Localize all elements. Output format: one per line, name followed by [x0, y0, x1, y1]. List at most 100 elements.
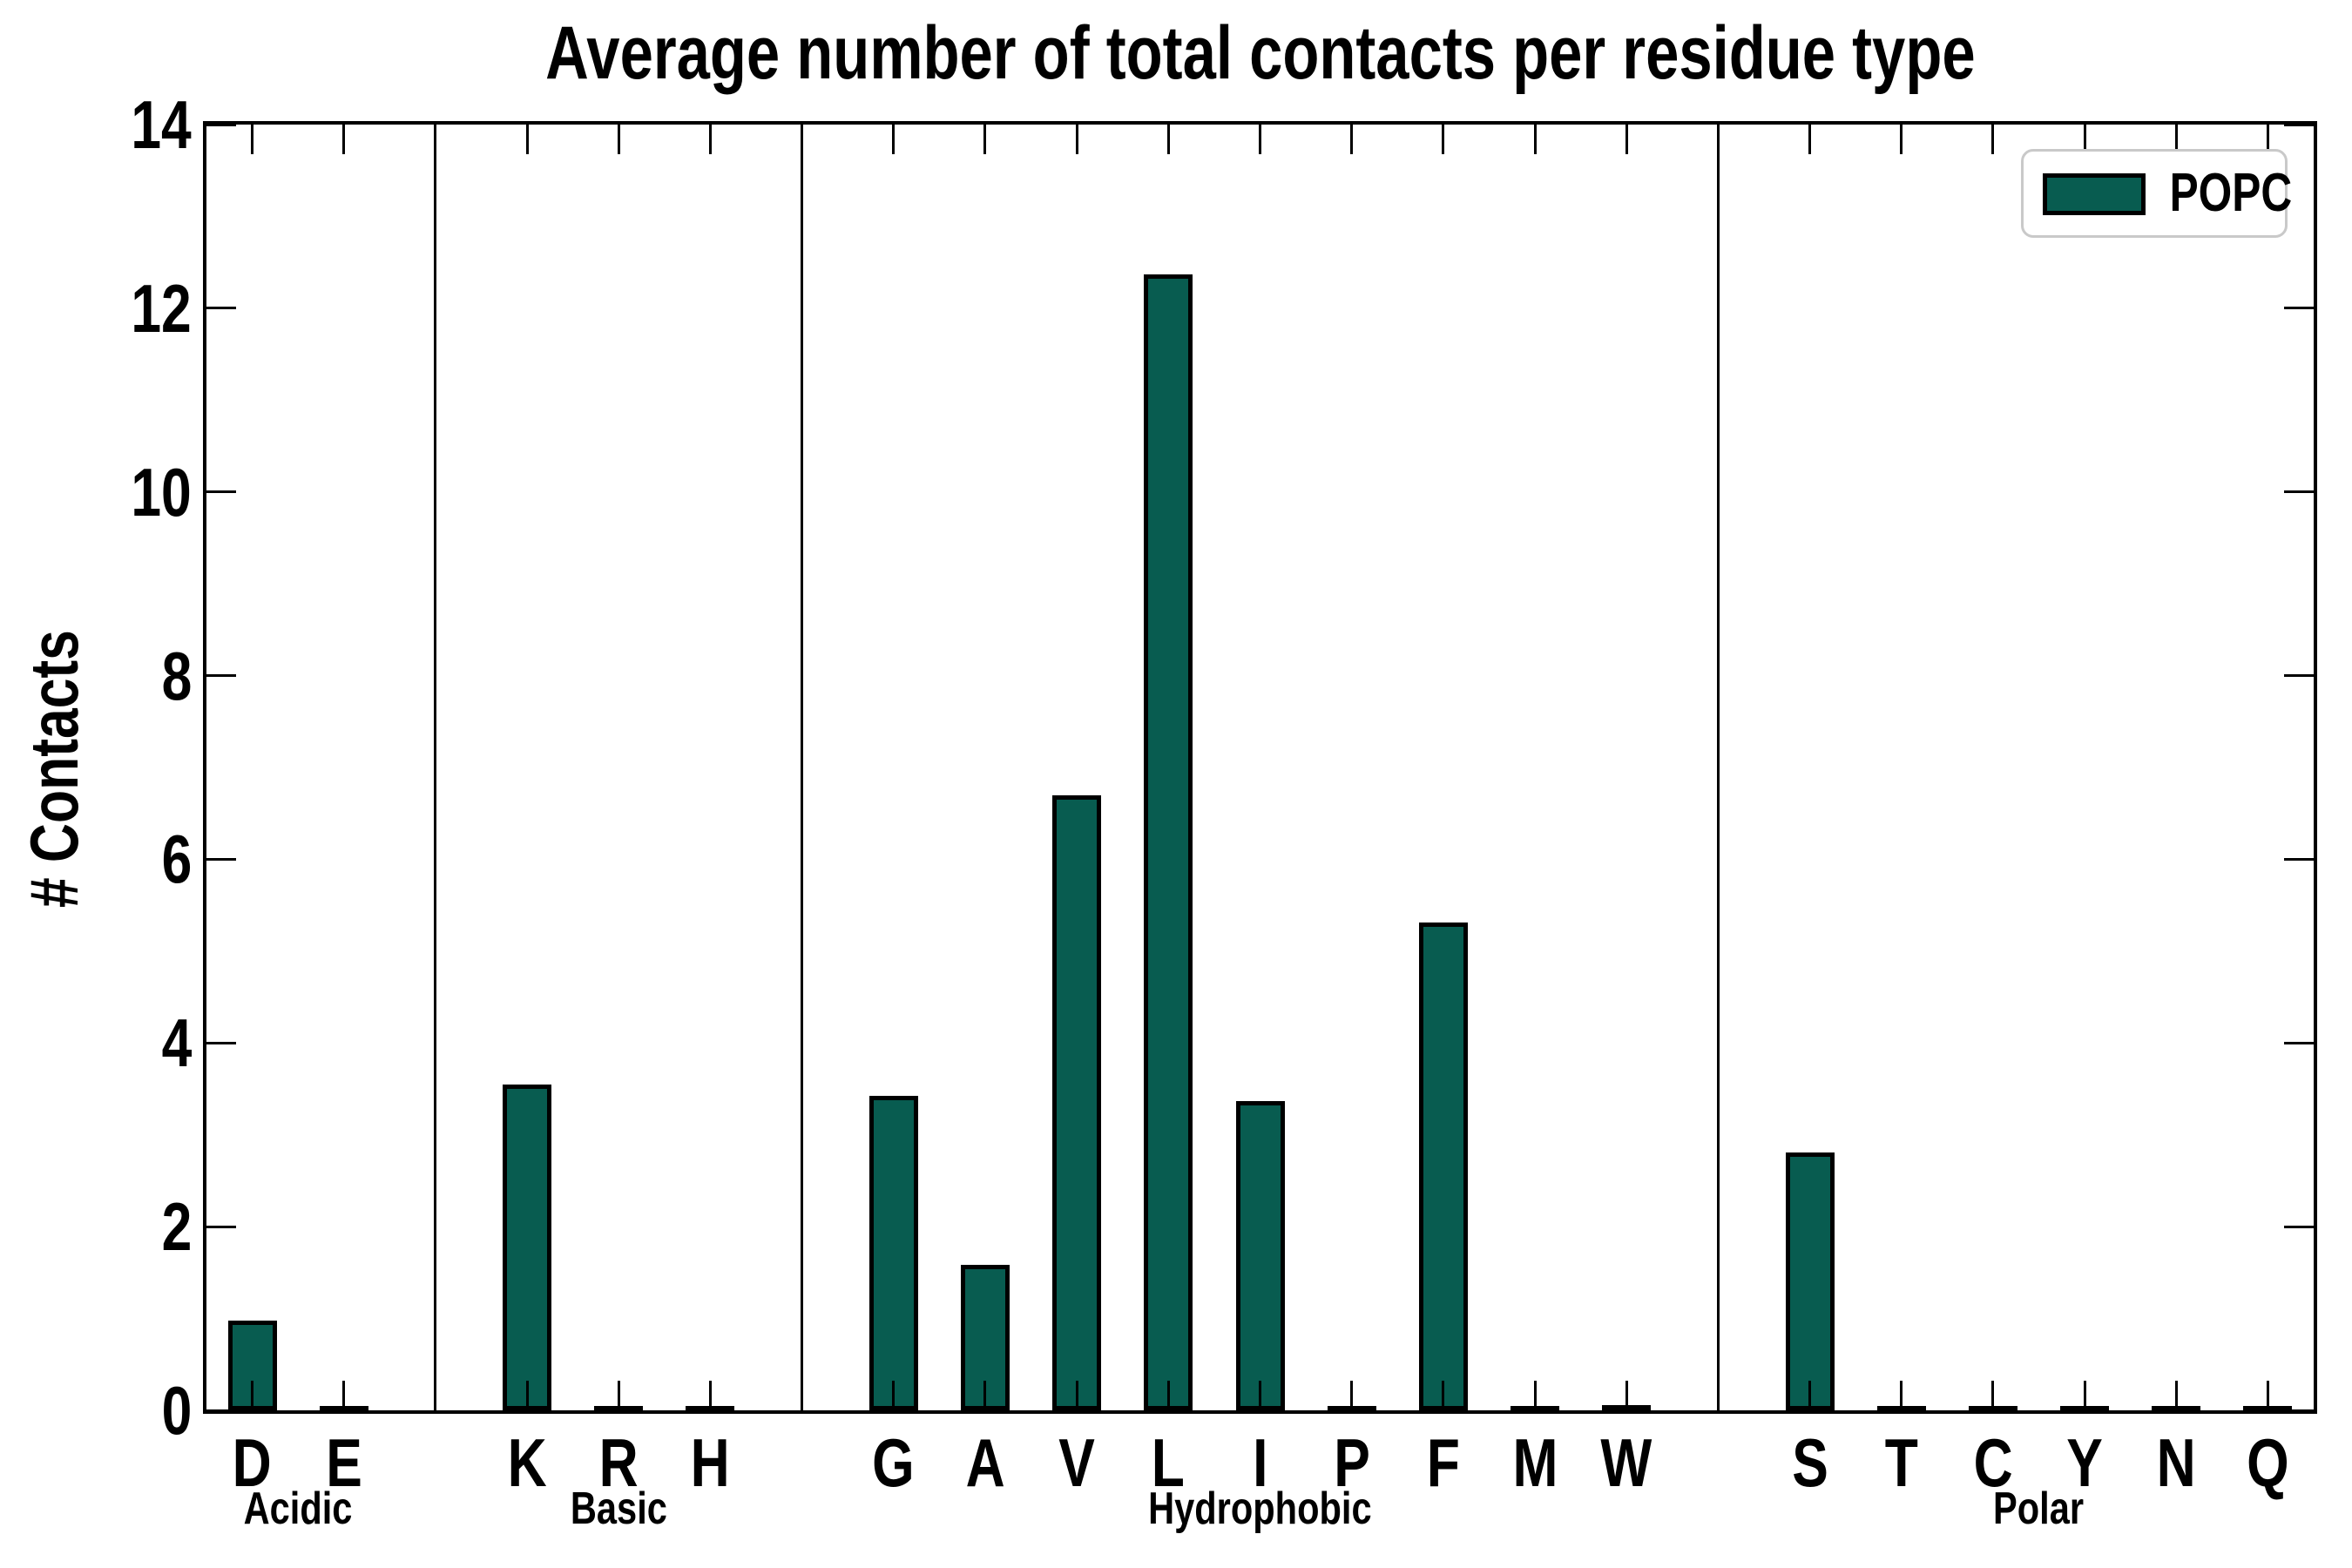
- y-tick-right-6: [2284, 857, 2314, 861]
- x-tick-bottom-Y: [2083, 1381, 2086, 1410]
- x-label-W: W: [1574, 1429, 1679, 1497]
- x-tick-top-D: [251, 125, 254, 154]
- x-label-text-E: E: [325, 1424, 362, 1501]
- x-tick-top-Q: [2266, 125, 2269, 154]
- bar-I: [1235, 1100, 1285, 1410]
- y-tick-label-14: 14: [0, 91, 192, 159]
- y-tick-label-text-8: 8: [161, 637, 192, 714]
- group-separator-0: [434, 125, 437, 1410]
- bar-V: [1052, 794, 1102, 1410]
- x-label-text-S: S: [1791, 1424, 1828, 1501]
- x-label-R: R: [566, 1429, 671, 1497]
- x-tick-bottom-C: [1991, 1381, 1995, 1410]
- legend-label: POPC: [2169, 163, 2293, 223]
- x-label-N: N: [2124, 1429, 2228, 1497]
- x-tick-bottom-G: [892, 1381, 896, 1410]
- x-tick-top-I: [1259, 125, 1261, 154]
- y-tick-label-12: 12: [0, 274, 192, 342]
- group-label-acidic: Acidic: [37, 1486, 559, 1531]
- x-tick-bottom-D: [251, 1381, 254, 1410]
- x-label-A: A: [933, 1429, 1037, 1497]
- x-label-text-G: G: [872, 1424, 916, 1501]
- x-tick-top-H: [708, 125, 712, 154]
- x-label-text-K: K: [507, 1424, 547, 1501]
- x-label-G: G: [841, 1429, 946, 1497]
- x-tick-top-E: [342, 125, 346, 154]
- x-label-M: M: [1483, 1429, 1587, 1497]
- x-tick-bottom-E: [342, 1381, 346, 1410]
- x-label-text-F: F: [1426, 1424, 1460, 1501]
- x-label-Y: Y: [2032, 1429, 2137, 1497]
- x-label-S: S: [1758, 1429, 1862, 1497]
- x-label-text-D: D: [233, 1424, 273, 1501]
- x-label-F: F: [1391, 1429, 1496, 1497]
- x-label-D: D: [200, 1429, 305, 1497]
- y-tick-label-text-0: 0: [161, 1372, 192, 1449]
- group-label-basic: Basic: [357, 1486, 880, 1531]
- group-label-text-polar: Polar: [1993, 1484, 2085, 1534]
- y-tick-right-12: [2284, 307, 2314, 310]
- x-label-text-M: M: [1512, 1424, 1558, 1501]
- y-tick-left-4: [206, 1041, 236, 1044]
- x-tick-top-A: [983, 125, 987, 154]
- x-tick-bottom-H: [708, 1381, 712, 1410]
- group-label-hydrophobic: Hydrophobic: [999, 1486, 1522, 1531]
- x-label-E: E: [292, 1429, 396, 1497]
- x-tick-top-T: [1900, 125, 1903, 154]
- y-tick-left-8: [206, 674, 236, 678]
- group-label-text-hydrophobic: Hydrophobic: [1148, 1484, 1372, 1534]
- y-tick-label-text-6: 6: [161, 821, 192, 898]
- y-tick-label-text-4: 4: [161, 1004, 192, 1082]
- x-tick-top-N: [2174, 125, 2178, 154]
- y-tick-left-12: [206, 307, 236, 310]
- y-tick-right-8: [2284, 674, 2314, 678]
- x-label-H: H: [658, 1429, 762, 1497]
- legend-swatch-popc: [2043, 173, 2146, 215]
- plot-area: [203, 121, 2317, 1414]
- legend: POPC: [2021, 149, 2293, 238]
- y-tick-left-2: [206, 1225, 236, 1228]
- y-tick-left-14: [206, 123, 236, 126]
- y-tick-label-text-2: 2: [161, 1188, 192, 1266]
- x-label-text-L: L: [1152, 1424, 1186, 1501]
- x-label-C: C: [1941, 1429, 2045, 1497]
- group-label-text-basic: Basic: [570, 1484, 667, 1534]
- y-tick-label-4: 4: [0, 1009, 192, 1077]
- y-tick-label-10: 10: [0, 458, 192, 526]
- x-tick-bottom-N: [2174, 1381, 2178, 1410]
- y-tick-right-2: [2284, 1225, 2314, 1228]
- x-label-text-C: C: [1973, 1424, 2013, 1501]
- group-label-polar: Polar: [1777, 1486, 2300, 1531]
- x-tick-bottom-F: [1442, 1381, 1445, 1410]
- x-label-T: T: [1849, 1429, 1954, 1497]
- x-tick-top-P: [1350, 125, 1354, 154]
- y-tick-left-0: [206, 1409, 236, 1412]
- x-tick-bottom-A: [983, 1381, 987, 1410]
- x-tick-bottom-P: [1350, 1381, 1354, 1410]
- x-tick-top-G: [892, 125, 896, 154]
- group-separator-1: [801, 125, 804, 1410]
- y-tick-left-6: [206, 857, 236, 861]
- x-label-text-W: W: [1600, 1424, 1652, 1501]
- y-tick-label-8: 8: [0, 642, 192, 710]
- bar-L: [1144, 274, 1193, 1410]
- y-tick-left-10: [206, 490, 236, 494]
- y-tick-label-text-12: 12: [131, 269, 192, 347]
- y-tick-right-10: [2284, 490, 2314, 494]
- x-label-L: L: [1116, 1429, 1220, 1497]
- x-tick-top-C: [1991, 125, 1995, 154]
- x-tick-bottom-R: [617, 1381, 620, 1410]
- x-label-text-H: H: [690, 1424, 730, 1501]
- x-label-text-V: V: [1058, 1424, 1095, 1501]
- x-tick-bottom-K: [525, 1381, 529, 1410]
- x-label-text-I: I: [1252, 1424, 1268, 1501]
- group-label-text-acidic: Acidic: [243, 1484, 353, 1534]
- x-tick-top-Y: [2083, 125, 2086, 154]
- bar-F: [1418, 923, 1468, 1410]
- y-tick-right-4: [2284, 1041, 2314, 1044]
- x-label-text-Q: Q: [2247, 1424, 2289, 1501]
- y-tick-label-2: 2: [0, 1193, 192, 1260]
- y-tick-label-text-10: 10: [131, 453, 192, 531]
- bar-K: [503, 1084, 552, 1410]
